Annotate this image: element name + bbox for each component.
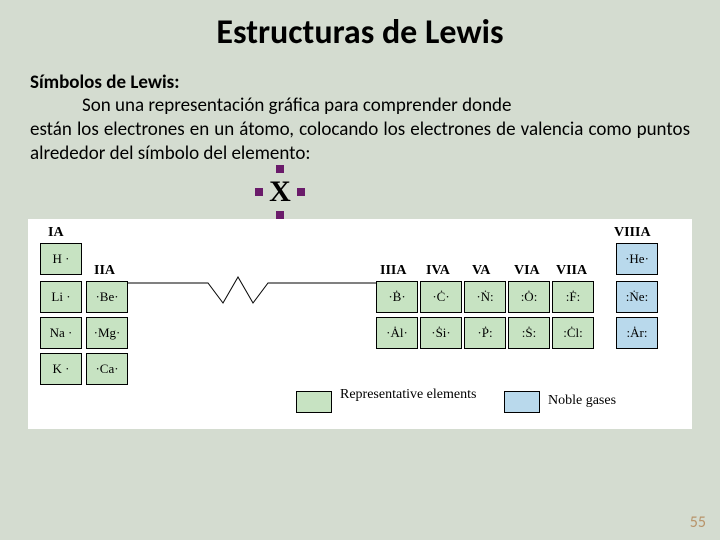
element-cell: H ·	[40, 243, 82, 275]
element-cell: ·Ca·	[86, 353, 128, 385]
legend-label: Representative elements	[340, 387, 476, 403]
element-cell: ·Ḃ·	[376, 281, 418, 313]
element-symbol: X	[269, 175, 291, 208]
element-cell: ·Ċ·	[420, 281, 462, 313]
element-cell: Na ·	[40, 317, 82, 349]
page-number: 55	[690, 513, 706, 532]
element-cell: Li ·	[40, 281, 82, 313]
group-label: IA	[48, 225, 64, 241]
element-cell: ·Ṡi·	[420, 317, 462, 349]
element-cell: :Ċl:	[552, 317, 594, 349]
group-label: VIA	[514, 263, 540, 279]
group-label: VIIIA	[614, 225, 651, 241]
element-cell: :Ȯ:	[508, 281, 550, 313]
element-cell: ·Ṗ:	[464, 317, 506, 349]
element-cell: :Ȧr:	[616, 317, 658, 349]
group-label: IIIA	[380, 263, 406, 279]
group-label: VA	[472, 263, 490, 279]
dot-icon	[297, 188, 305, 196]
element-cell: :Ḟ:	[552, 281, 594, 313]
element-cell: ·He·	[616, 243, 658, 275]
group-label: IVA	[426, 263, 450, 279]
element-cell: :Ṅe:	[616, 281, 658, 313]
element-cell: ·Be·	[86, 281, 128, 313]
periodic-table: IA IIA IIIA IVA VA VIA VIIA VIIIA H · ·H…	[28, 219, 692, 429]
legend-swatch	[504, 391, 540, 413]
slide-title: Estructuras de Lewis	[0, 0, 720, 53]
element-cell: ·Ṅ:	[464, 281, 506, 313]
dot-icon	[276, 165, 284, 173]
element-cell: ·Mg·	[86, 317, 128, 349]
element-cell: :Ṡ:	[508, 317, 550, 349]
dot-icon	[255, 188, 263, 196]
lewis-symbol-x: X	[0, 169, 720, 213]
group-label: VIIA	[556, 263, 587, 279]
paragraph-line1: Son una representación gráfica para comp…	[30, 94, 690, 118]
dot-icon	[276, 211, 284, 219]
body: Símbolos de Lewis: Son una representació…	[0, 53, 720, 165]
legend-label: Noble gases	[548, 393, 616, 409]
zigzag-icon	[128, 275, 378, 315]
paragraph-line2: están los electrones en un átomo, coloca…	[30, 118, 690, 166]
group-label: IIA	[94, 263, 115, 279]
element-cell: K ·	[40, 353, 82, 385]
subtitle: Símbolos de Lewis:	[30, 71, 690, 94]
element-cell: ·Ȧl·	[376, 317, 418, 349]
legend-swatch	[296, 391, 332, 413]
